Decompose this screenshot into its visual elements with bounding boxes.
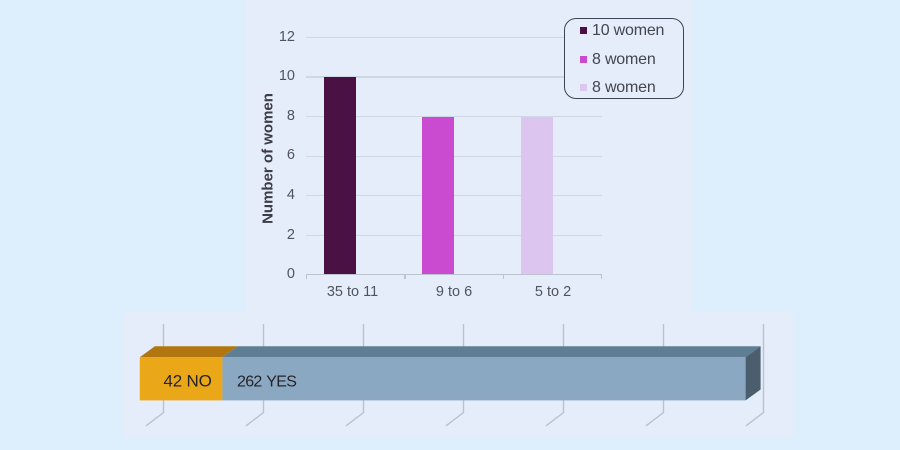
svg-text:42 NO: 42 NO <box>164 372 212 391</box>
svg-text:262 YES: 262 YES <box>237 374 296 391</box>
